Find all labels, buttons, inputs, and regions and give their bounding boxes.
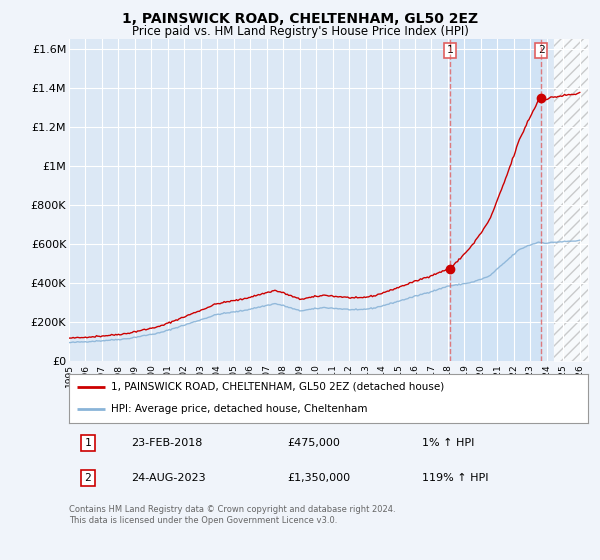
Text: 1, PAINSWICK ROAD, CHELTENHAM, GL50 2EZ: 1, PAINSWICK ROAD, CHELTENHAM, GL50 2EZ: [122, 12, 478, 26]
Text: Contains HM Land Registry data © Crown copyright and database right 2024.
This d: Contains HM Land Registry data © Crown c…: [69, 505, 395, 525]
Text: £475,000: £475,000: [287, 438, 340, 448]
Text: £1,350,000: £1,350,000: [287, 473, 350, 483]
Text: 1% ↑ HPI: 1% ↑ HPI: [422, 438, 474, 448]
Bar: [554, 39, 588, 361]
Text: 2: 2: [538, 45, 544, 55]
Bar: [450, 39, 541, 361]
Text: 23-FEB-2018: 23-FEB-2018: [131, 438, 203, 448]
Text: Price paid vs. HM Land Registry's House Price Index (HPI): Price paid vs. HM Land Registry's House …: [131, 25, 469, 38]
Text: HPI: Average price, detached house, Cheltenham: HPI: Average price, detached house, Chel…: [110, 404, 367, 414]
Text: 119% ↑ HPI: 119% ↑ HPI: [422, 473, 488, 483]
Text: 1: 1: [447, 45, 454, 55]
Text: 1: 1: [85, 438, 91, 448]
Polygon shape: [554, 39, 588, 361]
Text: 1, PAINSWICK ROAD, CHELTENHAM, GL50 2EZ (detached house): 1, PAINSWICK ROAD, CHELTENHAM, GL50 2EZ …: [110, 382, 444, 392]
Text: 2: 2: [85, 473, 91, 483]
Text: 24-AUG-2023: 24-AUG-2023: [131, 473, 206, 483]
